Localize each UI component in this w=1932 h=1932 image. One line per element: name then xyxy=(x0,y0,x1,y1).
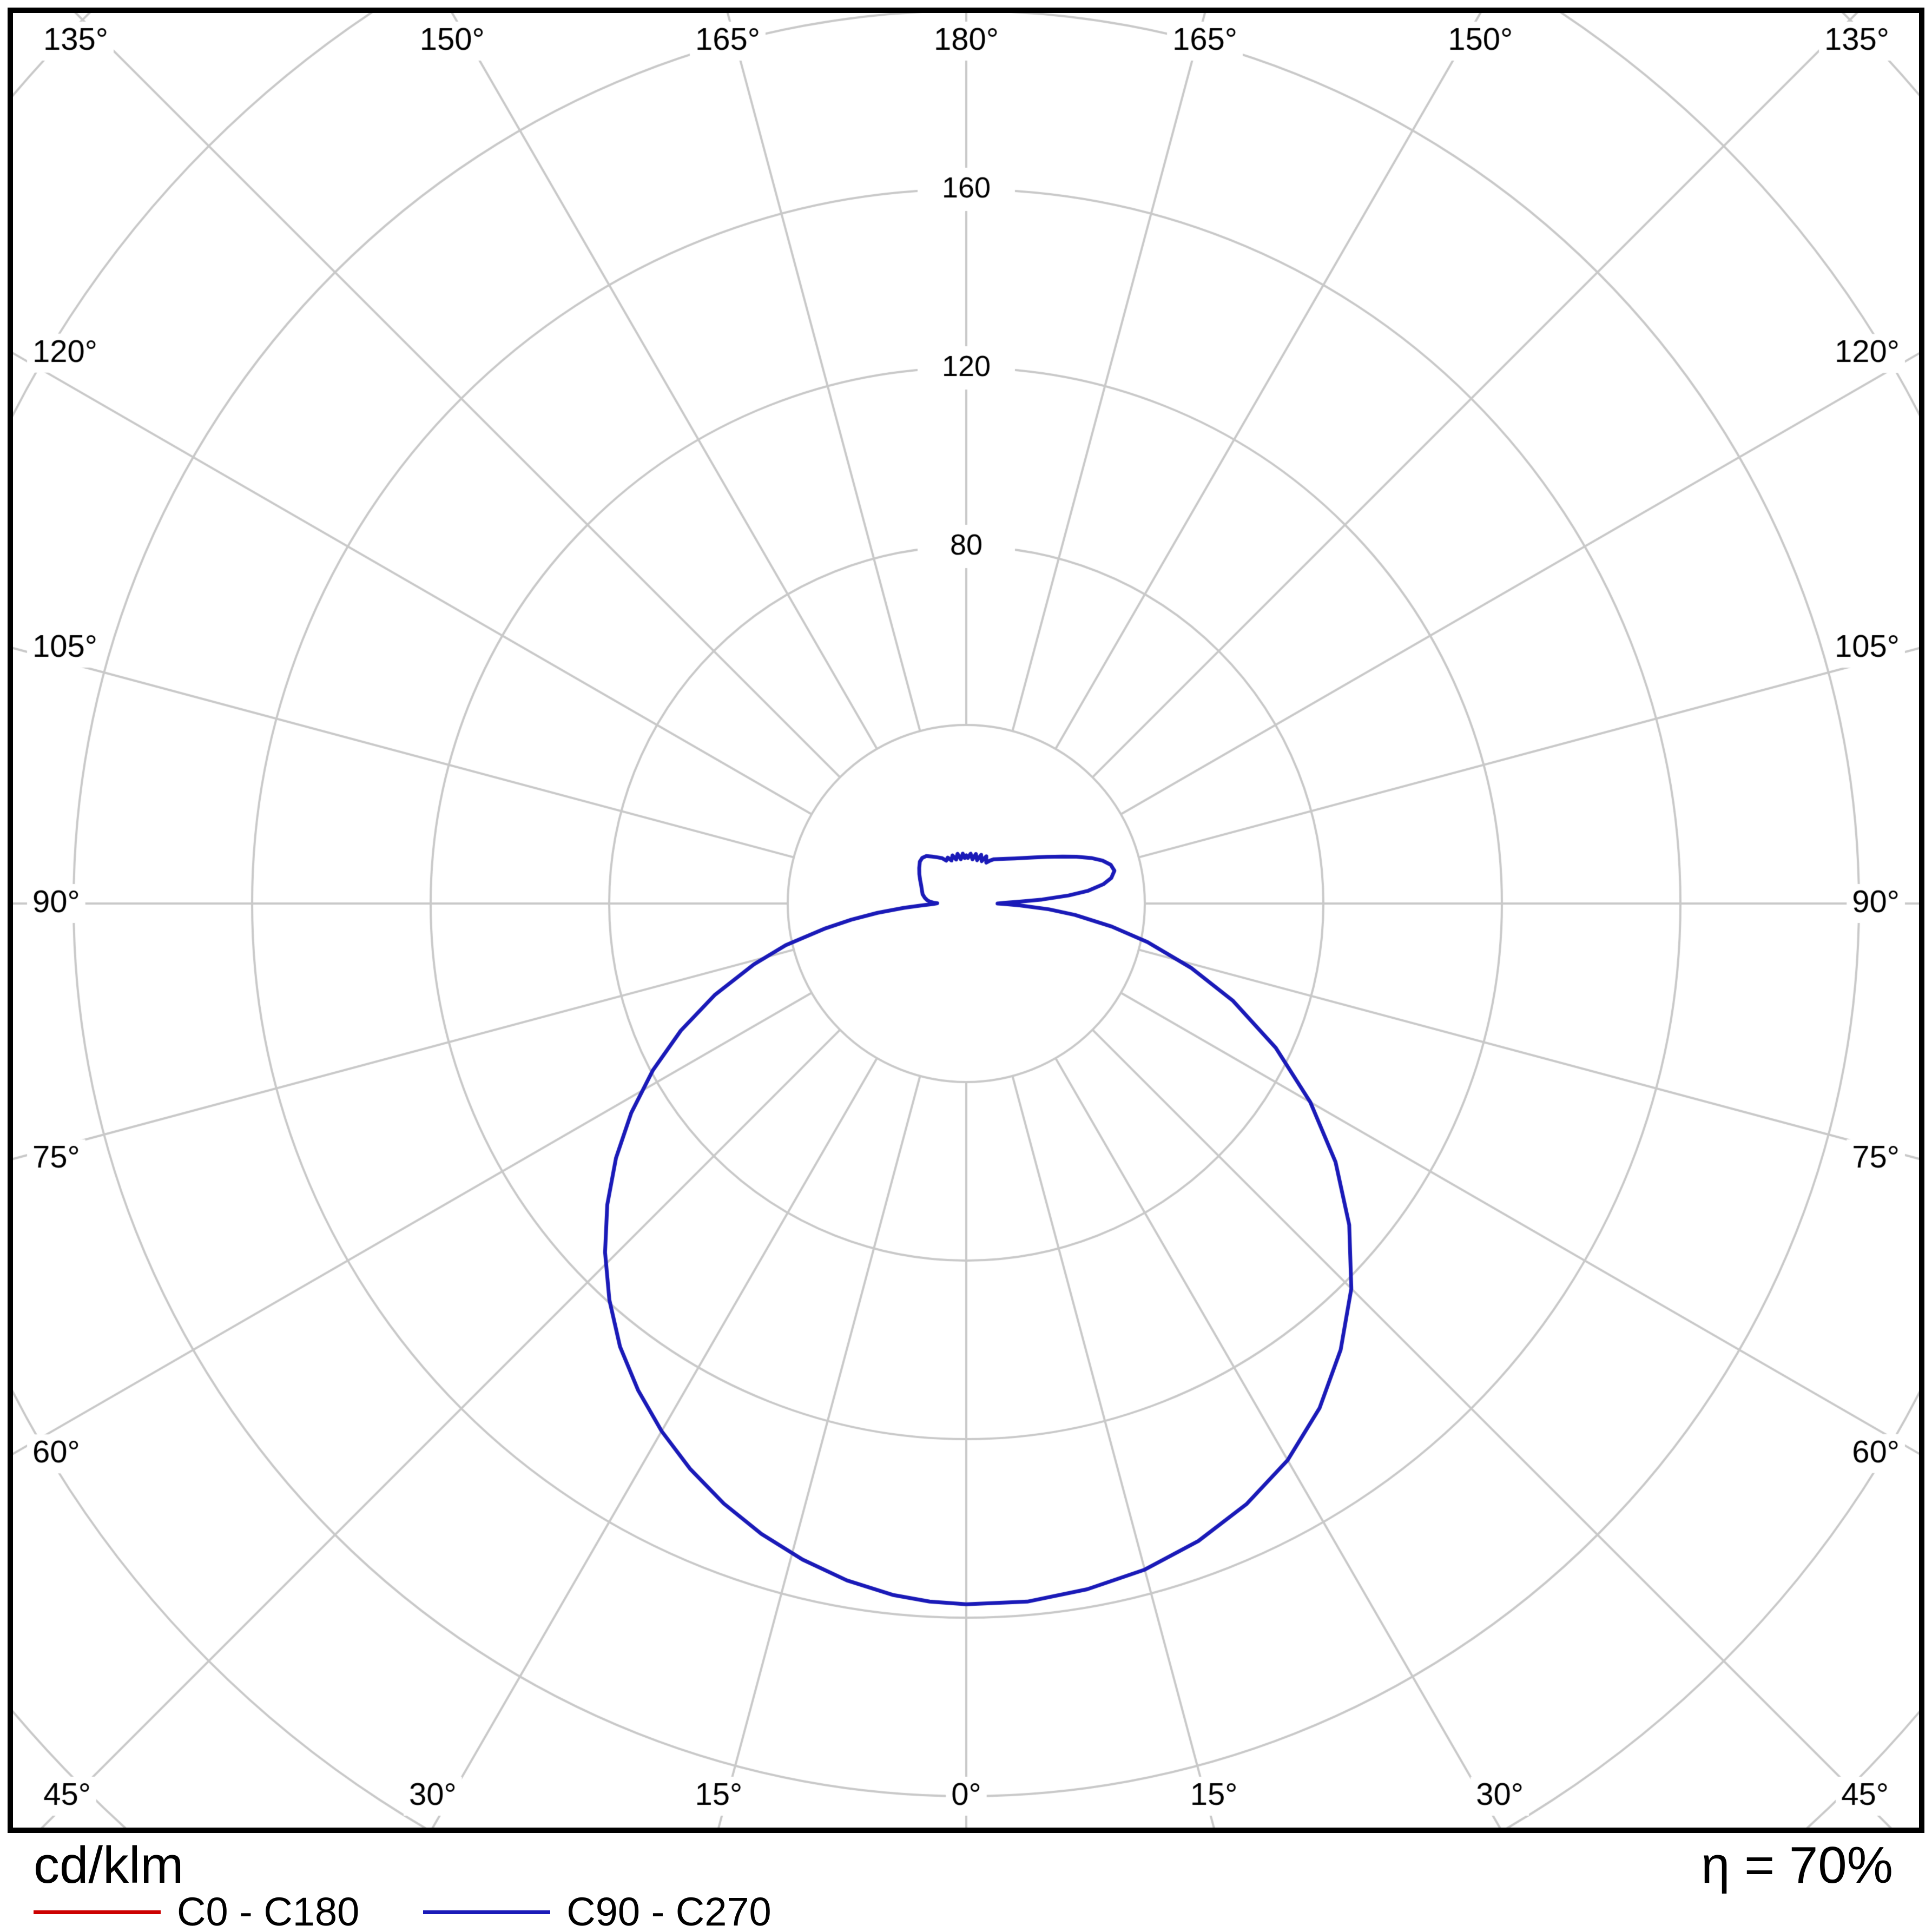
legend-line-red-icon xyxy=(34,1910,161,1914)
unit-label: cd/klm xyxy=(34,1836,184,1894)
legend-label-c0-c180: C0 - C180 xyxy=(177,1889,360,1932)
legend-item-c90-c270: C90 - C270 xyxy=(423,1889,772,1932)
polar-plot-frame xyxy=(8,8,1924,1833)
legend-item-c0-c180: C0 - C180 xyxy=(34,1892,359,1932)
legend-label-c90-c270: C90 - C270 xyxy=(566,1889,772,1932)
legend-line-blue-icon xyxy=(423,1910,551,1914)
polar-chart-canvas xyxy=(13,13,1919,1828)
efficiency-label: η = 70% xyxy=(1701,1836,1893,1894)
legend: C0 - C180 C90 - C270 xyxy=(34,1889,835,1932)
